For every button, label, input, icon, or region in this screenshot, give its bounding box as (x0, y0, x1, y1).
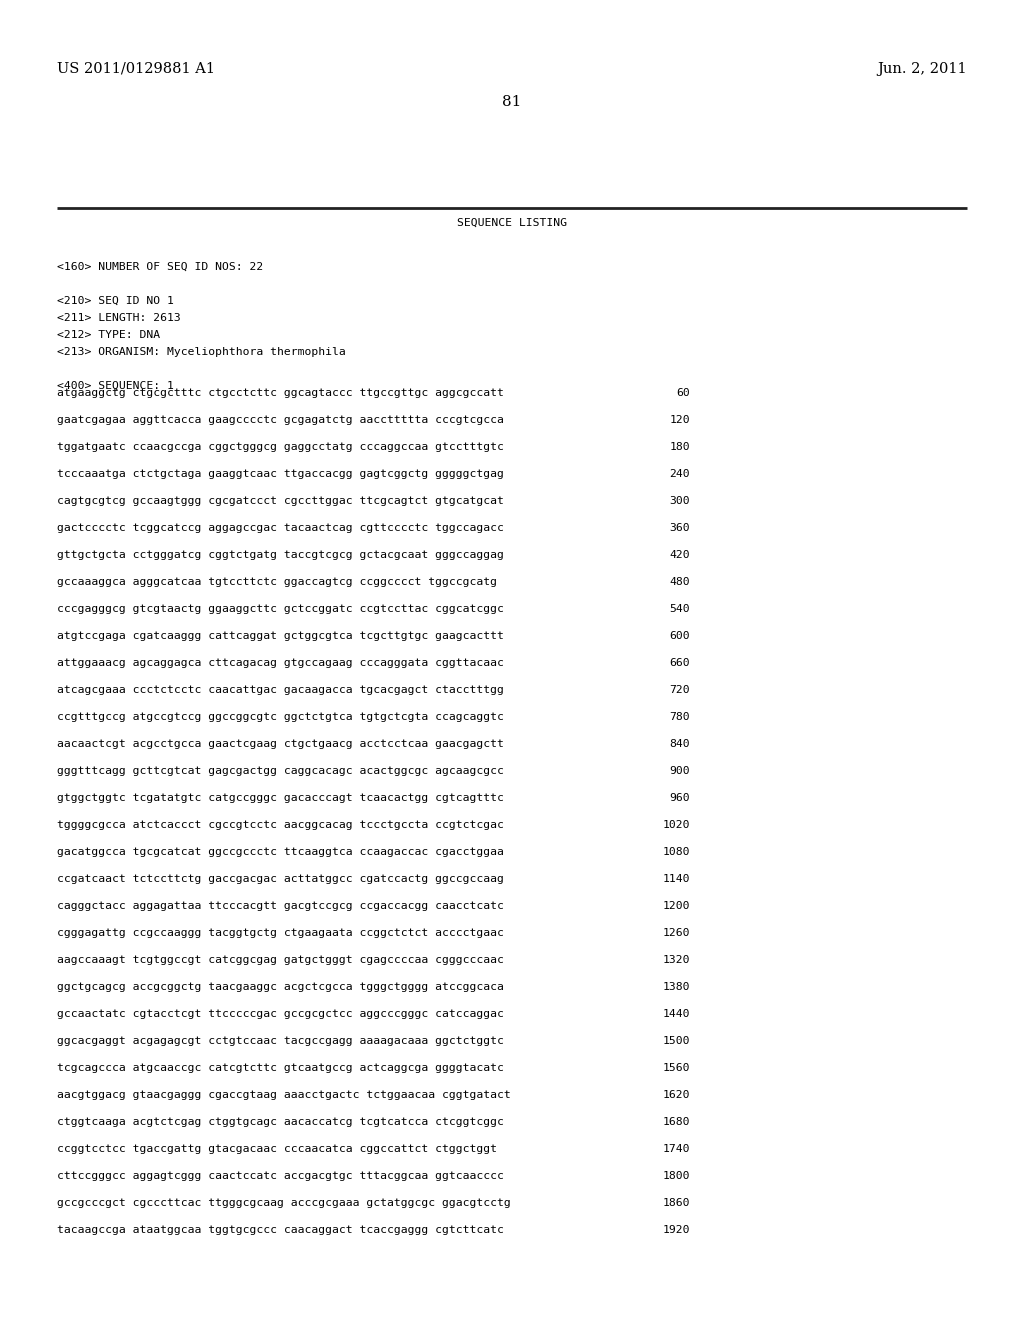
Text: 1620: 1620 (663, 1090, 690, 1100)
Text: 1080: 1080 (663, 847, 690, 857)
Text: 480: 480 (670, 577, 690, 587)
Text: 1920: 1920 (663, 1225, 690, 1236)
Text: ccgatcaact tctccttctg gaccgacgac acttatggcc cgatccactg ggccgccaag: ccgatcaact tctccttctg gaccgacgac acttatg… (57, 874, 504, 884)
Text: cgggagattg ccgccaaggg tacggtgctg ctgaagaata ccggctctct acccctgaac: cgggagattg ccgccaaggg tacggtgctg ctgaaga… (57, 928, 504, 939)
Text: ccgtttgccg atgccgtccg ggccggcgtc ggctctgtca tgtgctcgta ccagcaggtc: ccgtttgccg atgccgtccg ggccggcgtc ggctctg… (57, 711, 504, 722)
Text: 120: 120 (670, 414, 690, 425)
Text: tcccaaatga ctctgctaga gaaggtcaac ttgaccacgg gagtcggctg gggggctgag: tcccaaatga ctctgctaga gaaggtcaac ttgacca… (57, 469, 504, 479)
Text: 180: 180 (670, 442, 690, 451)
Text: cttccgggcc aggagtcggg caactccatc accgacgtgc tttacggcaa ggtcaacccc: cttccgggcc aggagtcggg caactccatc accgacg… (57, 1171, 504, 1181)
Text: 720: 720 (670, 685, 690, 696)
Text: tacaagccga ataatggcaa tggtgcgccc caacaggact tcaccgaggg cgtcttcatc: tacaagccga ataatggcaa tggtgcgccc caacagg… (57, 1225, 504, 1236)
Text: ggcacgaggt acgagagcgt cctgtccaac tacgccgagg aaaagacaaa ggctctggtc: ggcacgaggt acgagagcgt cctgtccaac tacgccg… (57, 1036, 504, 1045)
Text: gacatggcca tgcgcatcat ggccgccctc ttcaaggtca ccaagaccac cgacctggaa: gacatggcca tgcgcatcat ggccgccctc ttcaagg… (57, 847, 504, 857)
Text: SEQUENCE LISTING: SEQUENCE LISTING (457, 218, 567, 228)
Text: tggatgaatc ccaacgccga cggctgggcg gaggcctatg cccaggccaa gtcctttgtc: tggatgaatc ccaacgccga cggctgggcg gaggcct… (57, 442, 504, 451)
Text: 1560: 1560 (663, 1063, 690, 1073)
Text: 960: 960 (670, 793, 690, 803)
Text: gaatcgagaa aggttcacca gaagcccctc gcgagatctg aaccttttta cccgtcgcca: gaatcgagaa aggttcacca gaagcccctc gcgagat… (57, 414, 504, 425)
Text: gggtttcagg gcttcgtcat gagcgactgg caggcacagc acactggcgc agcaagcgcc: gggtttcagg gcttcgtcat gagcgactgg caggcac… (57, 766, 504, 776)
Text: Jun. 2, 2011: Jun. 2, 2011 (878, 62, 967, 77)
Text: 300: 300 (670, 496, 690, 506)
Text: 1140: 1140 (663, 874, 690, 884)
Text: <210> SEQ ID NO 1: <210> SEQ ID NO 1 (57, 296, 174, 306)
Text: cagtgcgtcg gccaagtggg cgcgatccct cgccttggac ttcgcagtct gtgcatgcat: cagtgcgtcg gccaagtggg cgcgatccct cgccttg… (57, 496, 504, 506)
Text: aagccaaagt tcgtggccgt catcggcgag gatgctgggt cgagccccaa cgggcccaac: aagccaaagt tcgtggccgt catcggcgag gatgctg… (57, 954, 504, 965)
Text: cagggctacc aggagattaa ttcccacgtt gacgtccgcg ccgaccacgg caacctcatc: cagggctacc aggagattaa ttcccacgtt gacgtcc… (57, 902, 504, 911)
Text: 1260: 1260 (663, 928, 690, 939)
Text: <211> LENGTH: 2613: <211> LENGTH: 2613 (57, 313, 181, 323)
Text: <213> ORGANISM: Myceliophthora thermophila: <213> ORGANISM: Myceliophthora thermophi… (57, 347, 346, 356)
Text: 540: 540 (670, 605, 690, 614)
Text: 1320: 1320 (663, 954, 690, 965)
Text: gccaactatc cgtacctcgt ttcccccgac gccgcgctcc aggcccgggc catccaggac: gccaactatc cgtacctcgt ttcccccgac gccgcgc… (57, 1008, 504, 1019)
Text: atgaaggctg ctgcgctttc ctgcctcttc ggcagtaccc ttgccgttgc aggcgccatt: atgaaggctg ctgcgctttc ctgcctcttc ggcagta… (57, 388, 504, 399)
Text: tggggcgcca atctcaccct cgccgtcctc aacggcacag tccctgccta ccgtctcgac: tggggcgcca atctcaccct cgccgtcctc aacggca… (57, 820, 504, 830)
Text: ccggtcctcc tgaccgattg gtacgacaac cccaacatca cggccattct ctggctggt: ccggtcctcc tgaccgattg gtacgacaac cccaaca… (57, 1144, 497, 1154)
Text: 1020: 1020 (663, 820, 690, 830)
Text: 900: 900 (670, 766, 690, 776)
Text: gccaaaggca agggcatcaa tgtccttctc ggaccagtcg ccggcccct tggccgcatg: gccaaaggca agggcatcaa tgtccttctc ggaccag… (57, 577, 497, 587)
Text: 420: 420 (670, 550, 690, 560)
Text: 780: 780 (670, 711, 690, 722)
Text: aacgtggacg gtaacgaggg cgaccgtaag aaacctgactc tctggaacaa cggtgatact: aacgtggacg gtaacgaggg cgaccgtaag aaacctg… (57, 1090, 511, 1100)
Text: 1860: 1860 (663, 1199, 690, 1208)
Text: 1200: 1200 (663, 902, 690, 911)
Text: 240: 240 (670, 469, 690, 479)
Text: 600: 600 (670, 631, 690, 642)
Text: US 2011/0129881 A1: US 2011/0129881 A1 (57, 62, 215, 77)
Text: 60: 60 (676, 388, 690, 399)
Text: 1680: 1680 (663, 1117, 690, 1127)
Text: ctggtcaaga acgtctcgag ctggtgcagc aacaccatcg tcgtcatcca ctcggtcggc: ctggtcaaga acgtctcgag ctggtgcagc aacacca… (57, 1117, 504, 1127)
Text: 840: 840 (670, 739, 690, 748)
Text: tcgcagccca atgcaaccgc catcgtcttc gtcaatgccg actcaggcga ggggtacatc: tcgcagccca atgcaaccgc catcgtcttc gtcaatg… (57, 1063, 504, 1073)
Text: 1440: 1440 (663, 1008, 690, 1019)
Text: 81: 81 (503, 95, 521, 110)
Text: aacaactcgt acgcctgcca gaactcgaag ctgctgaacg acctcctcaa gaacgagctt: aacaactcgt acgcctgcca gaactcgaag ctgctga… (57, 739, 504, 748)
Text: <160> NUMBER OF SEQ ID NOS: 22: <160> NUMBER OF SEQ ID NOS: 22 (57, 261, 263, 272)
Text: 660: 660 (670, 657, 690, 668)
Text: 1500: 1500 (663, 1036, 690, 1045)
Text: 1380: 1380 (663, 982, 690, 993)
Text: gtggctggtc tcgatatgtc catgccgggc gacacccagt tcaacactgg cgtcagtttc: gtggctggtc tcgatatgtc catgccgggc gacaccc… (57, 793, 504, 803)
Text: cccgagggcg gtcgtaactg ggaaggcttc gctccggatc ccgtccttac cggcatcggc: cccgagggcg gtcgtaactg ggaaggcttc gctccgg… (57, 605, 504, 614)
Text: <400> SEQUENCE: 1: <400> SEQUENCE: 1 (57, 381, 174, 391)
Text: gttgctgcta cctgggatcg cggtctgatg taccgtcgcg gctacgcaat gggccaggag: gttgctgcta cctgggatcg cggtctgatg taccgtc… (57, 550, 504, 560)
Text: gccgcccgct cgcccttcac ttgggcgcaag acccgcgaaa gctatggcgc ggacgtcctg: gccgcccgct cgcccttcac ttgggcgcaag acccgc… (57, 1199, 511, 1208)
Text: 1800: 1800 (663, 1171, 690, 1181)
Text: gactcccctc tcggcatccg aggagccgac tacaactcag cgttcccctc tggccagacc: gactcccctc tcggcatccg aggagccgac tacaact… (57, 523, 504, 533)
Text: <212> TYPE: DNA: <212> TYPE: DNA (57, 330, 160, 341)
Text: 1740: 1740 (663, 1144, 690, 1154)
Text: attggaaacg agcaggagca cttcagacag gtgccagaag cccagggata cggttacaac: attggaaacg agcaggagca cttcagacag gtgccag… (57, 657, 504, 668)
Text: atgtccgaga cgatcaaggg cattcaggat gctggcgtca tcgcttgtgc gaagcacttt: atgtccgaga cgatcaaggg cattcaggat gctggcg… (57, 631, 504, 642)
Text: 360: 360 (670, 523, 690, 533)
Text: ggctgcagcg accgcggctg taacgaaggc acgctcgcca tgggctgggg atccggcaca: ggctgcagcg accgcggctg taacgaaggc acgctcg… (57, 982, 504, 993)
Text: atcagcgaaa ccctctcctc caacattgac gacaagacca tgcacgagct ctacctttgg: atcagcgaaa ccctctcctc caacattgac gacaaga… (57, 685, 504, 696)
